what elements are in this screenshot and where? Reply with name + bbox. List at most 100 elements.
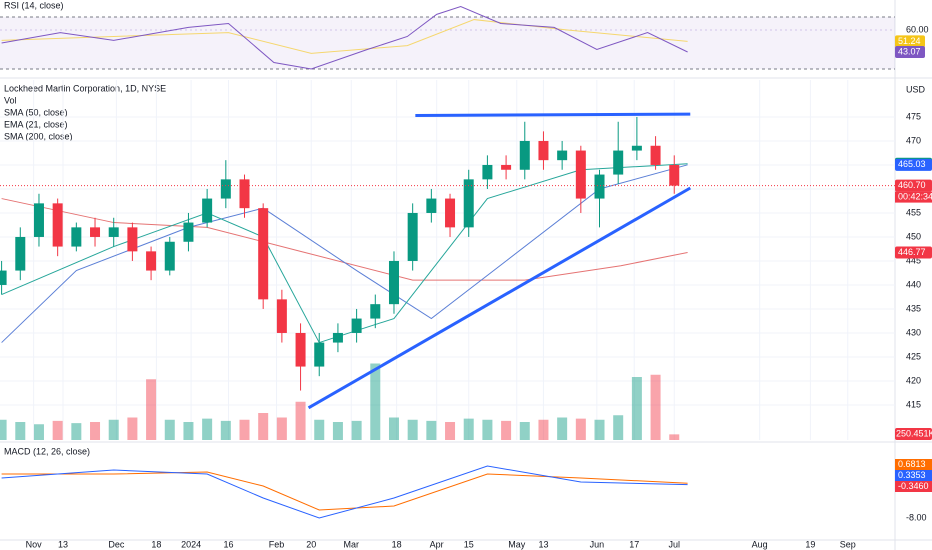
volume-bar [557, 417, 568, 440]
candle-body [0, 270, 7, 285]
volume-bar [183, 422, 194, 440]
candle-body [351, 318, 362, 333]
rsi-label: RSI (14, close) [4, 0, 64, 10]
y-tick-label: 435 [906, 303, 921, 313]
x-tick-label: 20 [306, 539, 316, 549]
x-tick-label: 18 [392, 539, 402, 549]
macd-tag-bg [895, 470, 932, 481]
volume-bar [482, 419, 493, 440]
y-tick-label: 475 [906, 111, 921, 121]
macd-tick-label: -8.00 [906, 512, 927, 522]
x-tick-label: Nov [26, 539, 43, 549]
price-tag: 460.70 [898, 180, 926, 190]
rsi-tag: 43.07 [898, 46, 921, 56]
volume-bar [108, 419, 119, 440]
macd-tag: 0.3353 [898, 470, 926, 480]
candle-body [370, 304, 381, 319]
rsi-tag: 51.24 [898, 36, 921, 46]
moving-average [1, 198, 688, 281]
candle-body [33, 203, 44, 237]
volume-bar [370, 363, 381, 440]
candle-body [146, 251, 157, 271]
candle-body [295, 332, 306, 367]
candle-body [575, 150, 586, 199]
volume-bar [388, 417, 399, 440]
candle-body [52, 203, 63, 247]
candle-body [71, 227, 82, 247]
moving-average [1, 164, 688, 343]
x-tick-label: 2024 [181, 539, 201, 549]
volume-bar [15, 422, 26, 440]
countdown-bg [895, 191, 932, 203]
candle-body [631, 145, 642, 151]
x-tick-label: Jul [668, 539, 680, 549]
volume-bar [351, 420, 362, 440]
volume-bar [575, 418, 586, 440]
candle-body [108, 227, 119, 237]
price-tag-bg [895, 158, 932, 171]
volume-bar [613, 415, 624, 440]
volume-bar [332, 422, 343, 440]
macd-label: MACD (12, 26, close) [4, 446, 90, 456]
trendline [415, 112, 691, 118]
trendline [307, 186, 692, 410]
candle-body [15, 236, 26, 271]
volume-bar [314, 419, 325, 440]
candle-body [220, 179, 231, 199]
candle-body [650, 145, 661, 165]
volume-bar [220, 420, 231, 440]
x-tick-label: 18 [151, 539, 161, 549]
volume-tag-bg [895, 428, 932, 440]
rsi-tick-label: 60.00 [906, 24, 929, 34]
volume-bar [258, 413, 269, 440]
candle-body [314, 342, 325, 367]
candle-body [332, 332, 343, 343]
x-tick-label: May [508, 539, 526, 549]
candle-body [127, 227, 138, 252]
price-tag-bg [895, 179, 932, 192]
x-tick-label: 13 [58, 539, 68, 549]
volume-bar [33, 424, 44, 440]
volume-bar [202, 418, 213, 440]
candle-body [463, 179, 474, 228]
rsi-line [1, 6, 688, 70]
x-tick-label: Dec [108, 539, 125, 549]
volume-bar [90, 422, 101, 440]
y-tick-label: 425 [906, 351, 921, 361]
candle-body [183, 222, 194, 242]
y-tick-label: 450 [906, 231, 921, 241]
volume-bar [71, 423, 82, 440]
candle-body [538, 140, 549, 161]
y-tick-label: 445 [906, 255, 921, 265]
indicator-label: SMA (50, close) [4, 107, 68, 117]
macd-tag-bg [895, 459, 932, 470]
volume-bar [445, 422, 456, 440]
volume-tag: 250.451K [896, 428, 932, 438]
x-tick-label: 15 [464, 539, 474, 549]
volume-bar [239, 419, 250, 440]
rsi-tag-bg [895, 35, 925, 48]
candle-body [557, 150, 568, 161]
volume-bar [0, 419, 7, 440]
y-tick-label: 455 [906, 207, 921, 217]
x-tick-label: Mar [344, 539, 360, 549]
indicator-label: Vol [4, 95, 17, 105]
volume-bar [669, 434, 680, 440]
indicator-label: EMA (21, close) [4, 119, 68, 129]
volume-bar [501, 420, 512, 440]
x-tick-label: 19 [805, 539, 815, 549]
indicator-label: SMA (200, close) [4, 131, 73, 141]
candle-body [519, 140, 530, 170]
y-tick-label: 470 [906, 135, 921, 145]
candle-body [426, 198, 437, 213]
candle-body [669, 164, 680, 186]
volume-bar [52, 420, 63, 440]
price-tag-bg [895, 246, 932, 259]
candle-body [258, 208, 269, 300]
x-tick-label: Sep [840, 539, 856, 549]
candle-body [388, 260, 399, 305]
volume-bar [538, 419, 549, 440]
volume-bar [146, 379, 157, 440]
